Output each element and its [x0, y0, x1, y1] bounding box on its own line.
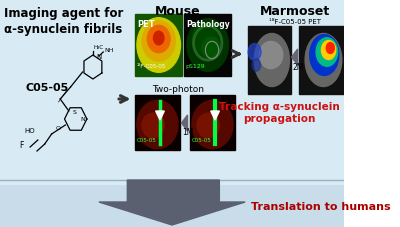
Text: N: N: [96, 54, 102, 60]
Ellipse shape: [305, 34, 342, 87]
Text: 1M: 1M: [182, 127, 193, 136]
Ellipse shape: [192, 101, 233, 149]
Bar: [135, 15, 182, 77]
Text: Mouse: Mouse: [155, 5, 201, 18]
Text: H₃C: H₃C: [94, 45, 104, 50]
Text: O: O: [56, 126, 61, 131]
Text: 2M: 2M: [293, 63, 304, 72]
Ellipse shape: [326, 43, 334, 54]
Ellipse shape: [316, 39, 338, 67]
Polygon shape: [182, 116, 188, 131]
Bar: [299, 27, 344, 95]
Polygon shape: [292, 50, 298, 66]
Ellipse shape: [248, 44, 261, 61]
Text: Tracking α-synuclein
propagation: Tracking α-synuclein propagation: [219, 101, 340, 124]
Ellipse shape: [310, 35, 339, 76]
Text: C05-05: C05-05: [26, 83, 69, 93]
Ellipse shape: [252, 60, 261, 72]
Text: F: F: [19, 140, 23, 149]
Text: pS129: pS129: [186, 64, 206, 69]
Text: ¹⁸F-C05-05 PET: ¹⁸F-C05-05 PET: [269, 19, 321, 25]
Ellipse shape: [142, 22, 175, 62]
Polygon shape: [211, 111, 219, 121]
Bar: [135, 96, 180, 150]
Bar: [248, 27, 291, 95]
Text: PET: PET: [138, 20, 155, 29]
Text: Imaging agent for
α-synuclein fibrils: Imaging agent for α-synuclein fibrils: [4, 7, 124, 36]
Text: ¹⁸F-C05-05: ¹⁸F-C05-05: [137, 64, 166, 69]
Ellipse shape: [254, 34, 290, 87]
Text: HO: HO: [24, 127, 35, 133]
Ellipse shape: [154, 32, 164, 46]
Ellipse shape: [197, 114, 219, 138]
Ellipse shape: [147, 26, 170, 53]
Bar: [190, 96, 235, 150]
Text: S: S: [72, 109, 76, 114]
Text: Two-photon: Two-photon: [152, 85, 204, 94]
Ellipse shape: [142, 114, 164, 138]
Ellipse shape: [322, 41, 336, 60]
Polygon shape: [156, 111, 164, 121]
Polygon shape: [99, 180, 245, 225]
Text: C05-05: C05-05: [137, 137, 156, 142]
Ellipse shape: [202, 38, 221, 60]
Text: Translation to humans: Translation to humans: [251, 201, 391, 211]
Ellipse shape: [187, 20, 228, 72]
Text: Marmoset: Marmoset: [260, 5, 330, 18]
Bar: [0, 0, 344, 184]
Text: C05-05: C05-05: [192, 137, 212, 142]
Text: Pathology: Pathology: [186, 20, 230, 29]
Ellipse shape: [192, 24, 218, 58]
Text: NH: NH: [104, 48, 114, 53]
Ellipse shape: [137, 19, 180, 73]
Ellipse shape: [259, 42, 283, 69]
Bar: [184, 15, 231, 77]
Text: N: N: [80, 116, 85, 121]
Ellipse shape: [137, 101, 178, 149]
